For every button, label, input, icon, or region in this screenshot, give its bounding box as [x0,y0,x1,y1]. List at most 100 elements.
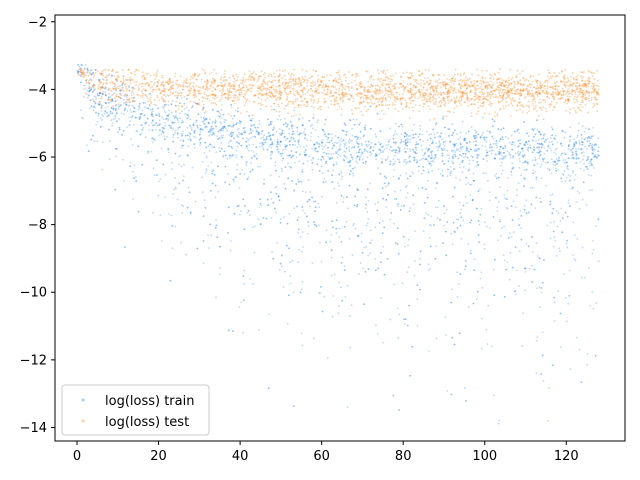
data-point [483,112,486,115]
data-point [496,206,499,209]
data-point [534,91,537,94]
data-point [170,214,173,217]
data-point [100,110,103,113]
data-point [388,86,390,89]
data-point [365,110,368,112]
data-point [232,87,234,90]
data-point [232,83,235,86]
data-point [127,78,129,81]
data-point [331,137,333,139]
data-point [230,135,233,138]
data-point [546,85,549,87]
data-point [444,105,447,107]
data-point [448,89,450,92]
data-point [490,102,492,105]
data-point [210,85,212,88]
data-point [569,83,572,85]
data-point [182,130,185,133]
data-point [203,119,206,121]
data-point [430,164,433,167]
data-point [128,116,131,119]
data-point [567,99,570,101]
data-point [459,90,461,92]
data-point [225,79,228,82]
data-point [280,155,283,157]
data-point [302,209,304,212]
data-point [542,106,545,109]
data-point [377,72,380,75]
data-point [133,100,136,102]
data-point [554,85,557,88]
data-point [278,69,281,71]
data-point [513,100,516,103]
data-point [339,97,342,99]
data-point [234,90,237,93]
data-point [490,345,493,348]
data-point [185,82,188,84]
data-point [292,101,295,104]
data-point [197,86,200,88]
data-point [442,118,445,120]
data-point [263,81,266,83]
data-point [331,95,333,97]
data-point [404,139,407,142]
data-point [396,91,398,94]
data-point [387,83,390,85]
data-point [383,79,386,82]
data-point [253,151,255,153]
data-point [99,82,102,84]
data-point [126,98,129,101]
data-point [333,187,336,190]
data-point [333,79,335,82]
data-point [571,85,574,87]
data-point [109,81,112,84]
data-point [551,93,554,95]
data-point [293,125,295,127]
data-point [578,91,581,94]
data-point [396,96,399,98]
data-point [162,81,164,83]
data-point [109,95,112,98]
data-point [520,92,523,95]
data-point [522,161,525,164]
data-point [414,80,417,83]
data-point [453,88,456,91]
data-point [81,71,84,74]
data-point [418,88,421,91]
data-point [261,82,264,85]
data-point [592,86,595,89]
data-point [108,68,110,71]
data-point [104,91,107,94]
data-point [371,85,374,87]
data-point [527,91,530,93]
data-point [410,92,412,94]
data-point [224,181,227,184]
data-point [183,79,186,82]
data-point [162,99,165,102]
data-point [413,84,415,87]
data-point [401,96,404,99]
data-point [461,79,464,82]
data-point [452,75,455,78]
data-point [445,83,448,85]
data-point [84,92,87,94]
data-point [540,138,543,141]
data-point [557,90,559,93]
data-point [384,88,387,91]
data-point [88,85,91,88]
data-point [427,77,429,79]
data-point [78,68,81,71]
data-point [329,89,332,92]
data-point [352,224,355,227]
data-point [317,135,320,138]
data-point [153,88,155,91]
data-point [232,96,235,99]
data-point [235,154,237,157]
data-point [441,170,444,172]
data-point [406,137,409,140]
data-point [491,93,494,96]
data-point [400,132,403,135]
data-point [533,127,536,130]
data-point [521,105,524,108]
data-point [361,152,364,155]
